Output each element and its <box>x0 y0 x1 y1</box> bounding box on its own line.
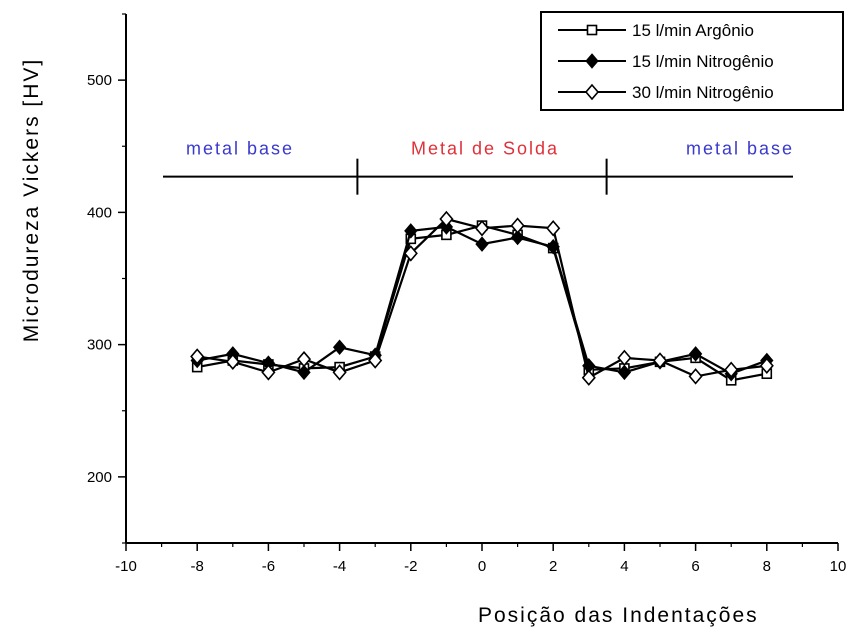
data-point <box>332 364 347 381</box>
data-point <box>724 361 739 378</box>
region-label: metal base <box>686 139 794 159</box>
legend-label: 15 l/min Argônio <box>632 21 754 40</box>
series-3 <box>190 210 774 386</box>
data-point <box>403 245 418 262</box>
legend: 15 l/min Argônio 15 l/min Nitrogênio 30 l/… <box>540 11 844 111</box>
y-tick-label: 200 <box>87 469 112 486</box>
ticks: -10 -8 -6 -4 -2 0 2 4 6 8 10 200 300 400 500 <box>87 13 847 575</box>
data-point <box>297 364 311 381</box>
data-point <box>586 24 598 36</box>
data-point <box>759 357 774 375</box>
legend-label: 15 l/min Nitrogênio <box>632 52 774 71</box>
region-label: Metal de Solda <box>411 139 559 159</box>
x-tick-label: -2 <box>404 558 417 575</box>
x-tick-label: 2 <box>549 558 557 575</box>
data-point <box>546 220 561 237</box>
data-point <box>617 349 632 367</box>
y-tick-label: 300 <box>87 337 112 354</box>
data-point <box>585 53 599 69</box>
data-point <box>688 368 703 385</box>
legend-item: 15 l/min Nitrogênio <box>558 52 774 71</box>
data-point <box>261 364 276 381</box>
data-point <box>190 348 205 365</box>
data-point <box>688 346 703 362</box>
data-point <box>510 217 525 234</box>
series-group <box>190 210 774 386</box>
data-point <box>584 83 600 101</box>
y-tick-label: 400 <box>87 204 112 221</box>
x-tick-label: 6 <box>691 558 699 575</box>
data-point <box>652 352 668 369</box>
x-axis-title: Posição das Indentações <box>478 604 759 627</box>
x-tick-label: 10 <box>830 558 847 575</box>
data-point <box>332 339 347 356</box>
data-point <box>475 236 489 252</box>
legend-label: 30 l/min Nitrogênio <box>632 83 774 102</box>
region-label: metal base <box>186 139 294 159</box>
x-tick-label: 8 <box>763 558 771 575</box>
region-annotations: metal base Metal de Solda metal base <box>163 139 794 195</box>
x-tick-label: -6 <box>262 558 275 575</box>
data-point <box>581 369 596 386</box>
x-tick-label: 0 <box>478 558 486 575</box>
x-tick-label: -10 <box>115 558 137 575</box>
data-point <box>474 220 490 237</box>
x-tick-label: 4 <box>620 558 628 575</box>
data-point <box>368 352 383 369</box>
data-point <box>510 229 525 246</box>
data-point <box>225 353 240 371</box>
series-2 <box>190 219 774 382</box>
y-axis-title: Microdureza Vickers [HV] <box>20 58 43 343</box>
x-tick-label: -8 <box>191 558 204 575</box>
data-point <box>617 364 632 381</box>
x-tick-label: -4 <box>333 558 346 575</box>
y-tick-label: 500 <box>87 72 112 89</box>
legend-item: 30 l/min Nitrogênio <box>558 83 774 102</box>
data-point <box>296 350 312 368</box>
data-point <box>439 210 454 228</box>
legend-item: 15 l/min Argônio <box>558 21 754 40</box>
data-point <box>404 223 418 239</box>
